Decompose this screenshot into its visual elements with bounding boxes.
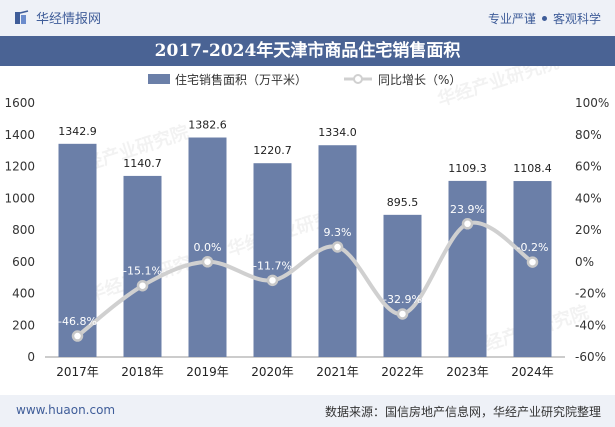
growth-value-label: -32.9% — [383, 293, 422, 306]
legend-line-label: 同比增长（%） — [378, 73, 461, 87]
x-tick-label: 2022年 — [381, 365, 424, 379]
bar — [448, 180, 487, 357]
y-right-tick-label: 80% — [575, 128, 602, 142]
bar — [513, 181, 552, 357]
x-tick-label: 2017年 — [56, 365, 99, 379]
chart: 华经产业研究院华经产业研究院华经产业研究院华经产业研究院华经产业研究院住宅销售面… — [4, 66, 609, 379]
y-left-tick-label: 800 — [12, 223, 35, 237]
x-tick-label: 2024年 — [511, 365, 554, 379]
y-left-tick-label: 200 — [12, 318, 35, 332]
y-right-tick-label: -60% — [575, 350, 606, 364]
bar-value-label: 1382.6 — [188, 119, 227, 132]
separator-dot-icon — [541, 16, 547, 21]
slogan: 专业严谨 客观科学 — [488, 10, 601, 27]
footer: www.huaon.com 数据来源：国信房地产信息网，华经产业研究院整理 — [0, 395, 615, 427]
growth-value-label: 23.9% — [450, 203, 485, 216]
bar — [253, 163, 292, 357]
legend-bar-swatch — [148, 74, 170, 84]
brand: 华经情报网 — [14, 8, 101, 27]
y-right-tick-label: 100% — [575, 96, 609, 110]
x-tick-label: 2018年 — [121, 365, 164, 379]
legend-line-marker — [353, 74, 363, 84]
y-left-tick-label: 1400 — [4, 128, 35, 142]
bar — [188, 137, 227, 357]
y-right-tick-label: 60% — [575, 160, 602, 174]
growth-value-label: -15.1% — [123, 265, 162, 278]
y-left-tick-label: 400 — [12, 287, 35, 301]
growth-point — [71, 330, 84, 342]
growth-value-label: -46.8% — [58, 315, 97, 328]
footer-url: www.huaon.com — [16, 403, 116, 417]
bar — [58, 143, 97, 357]
y-left-tick-label: 1600 — [4, 96, 35, 110]
y-right-tick-label: 40% — [575, 191, 602, 205]
bar-value-label: 1342.9 — [58, 125, 97, 138]
bar-value-label: 1334.0 — [318, 126, 357, 139]
bar-value-label: 1108.4 — [513, 162, 552, 175]
growth-value-label: -0.2% — [517, 241, 549, 254]
data-source: 数据来源：国信房地产信息网，华经产业研究院整理 — [324, 405, 601, 419]
growth-value-label: 0.0% — [194, 241, 222, 254]
growth-point — [526, 256, 539, 268]
x-tick-label: 2020年 — [251, 365, 294, 379]
bar-value-label: 1140.7 — [123, 157, 162, 170]
brand-name: 华经情报网 — [36, 12, 102, 27]
slogan-right: 客观科学 — [552, 12, 601, 26]
x-tick-label: 2021年 — [316, 365, 359, 379]
growth-point — [201, 256, 214, 268]
brand-logo-icon — [15, 9, 29, 24]
bar-value-label: 895.5 — [387, 196, 419, 209]
growth-point — [331, 241, 344, 253]
growth-value-label: -11.7% — [253, 259, 292, 272]
growth-point — [266, 274, 279, 287]
bar — [123, 175, 162, 357]
top-banner: 华经情报网 专业严谨 客观科学 — [0, 0, 615, 36]
x-tick-label: 2023年 — [446, 365, 489, 379]
legend-bar-label: 住宅销售面积（万平米） — [175, 72, 307, 87]
y-left-tick-label: 1000 — [4, 191, 35, 205]
chart-title: 2017-2024年天津市商品住宅销售面积 — [0, 36, 615, 66]
y-right-tick-label: -20% — [575, 287, 606, 301]
y-left-tick-label: 0 — [27, 350, 35, 364]
bar — [383, 214, 422, 357]
x-tick-label: 2019年 — [186, 365, 229, 379]
y-right-tick-label: 20% — [575, 223, 602, 237]
y-right-tick-label: 0% — [575, 255, 594, 269]
bar-value-label: 1220.7 — [253, 144, 292, 157]
growth-point — [136, 279, 149, 292]
y-left-tick-label: 600 — [12, 255, 35, 269]
growth-point — [396, 308, 409, 320]
bar-value-label: 1109.3 — [448, 162, 487, 175]
y-left-tick-label: 1200 — [4, 160, 35, 174]
growth-value-label: 9.3% — [324, 226, 352, 239]
growth-line — [75, 220, 535, 339]
y-right-tick-label: -40% — [575, 318, 606, 332]
slogan-left: 专业严谨 — [487, 12, 536, 26]
growth-point — [461, 218, 474, 230]
